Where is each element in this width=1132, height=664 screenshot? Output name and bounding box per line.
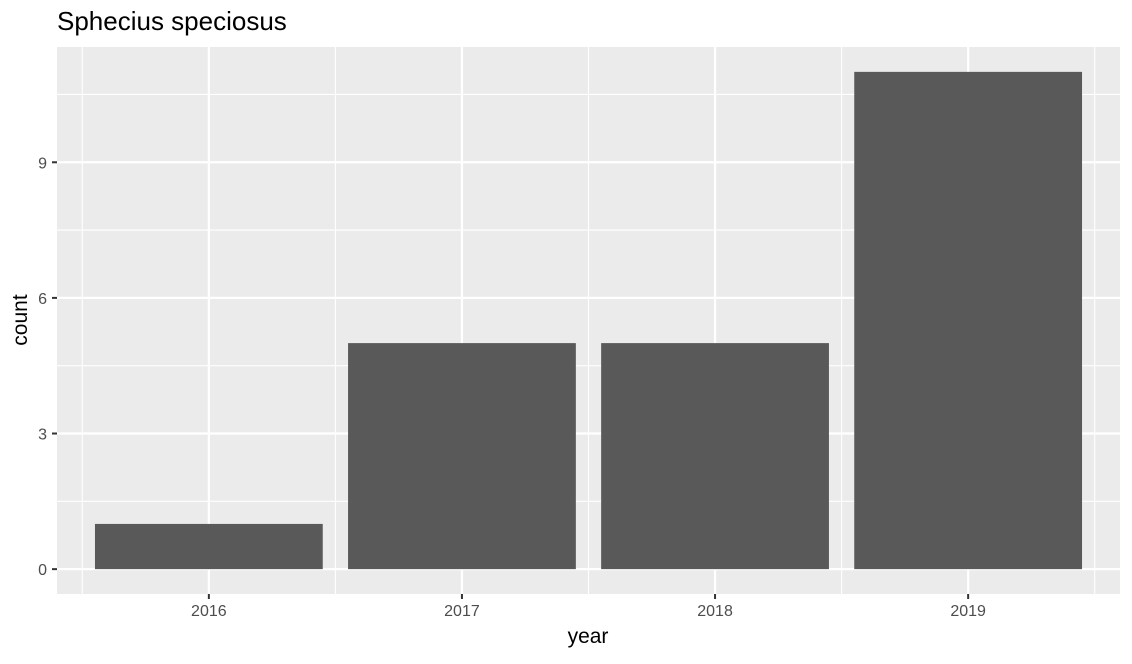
x-tick-label: 2017 <box>444 603 480 620</box>
y-tick-label: 3 <box>38 427 47 444</box>
bar-2018 <box>601 343 829 570</box>
x-tick-label: 2016 <box>191 603 227 620</box>
bar-2016 <box>94 523 323 570</box>
bar-2017 <box>348 343 576 570</box>
x-axis-title: year <box>568 625 609 648</box>
y-axis: 0 3 6 9 <box>38 155 57 579</box>
bars <box>94 71 1083 570</box>
x-axis: 2016 2017 2018 2019 <box>191 594 986 620</box>
y-tick-label: 0 <box>38 562 47 579</box>
minor-gridlines <box>57 47 1120 594</box>
x-tick-label: 2018 <box>697 603 733 620</box>
y-tick-label: 6 <box>38 291 47 308</box>
y-axis-title: count <box>9 294 32 346</box>
bar-2019 <box>854 71 1083 570</box>
x-tick-label: 2019 <box>950 603 986 620</box>
chart-title: Sphecius speciosus <box>57 6 287 36</box>
y-tick-label: 9 <box>38 155 47 172</box>
